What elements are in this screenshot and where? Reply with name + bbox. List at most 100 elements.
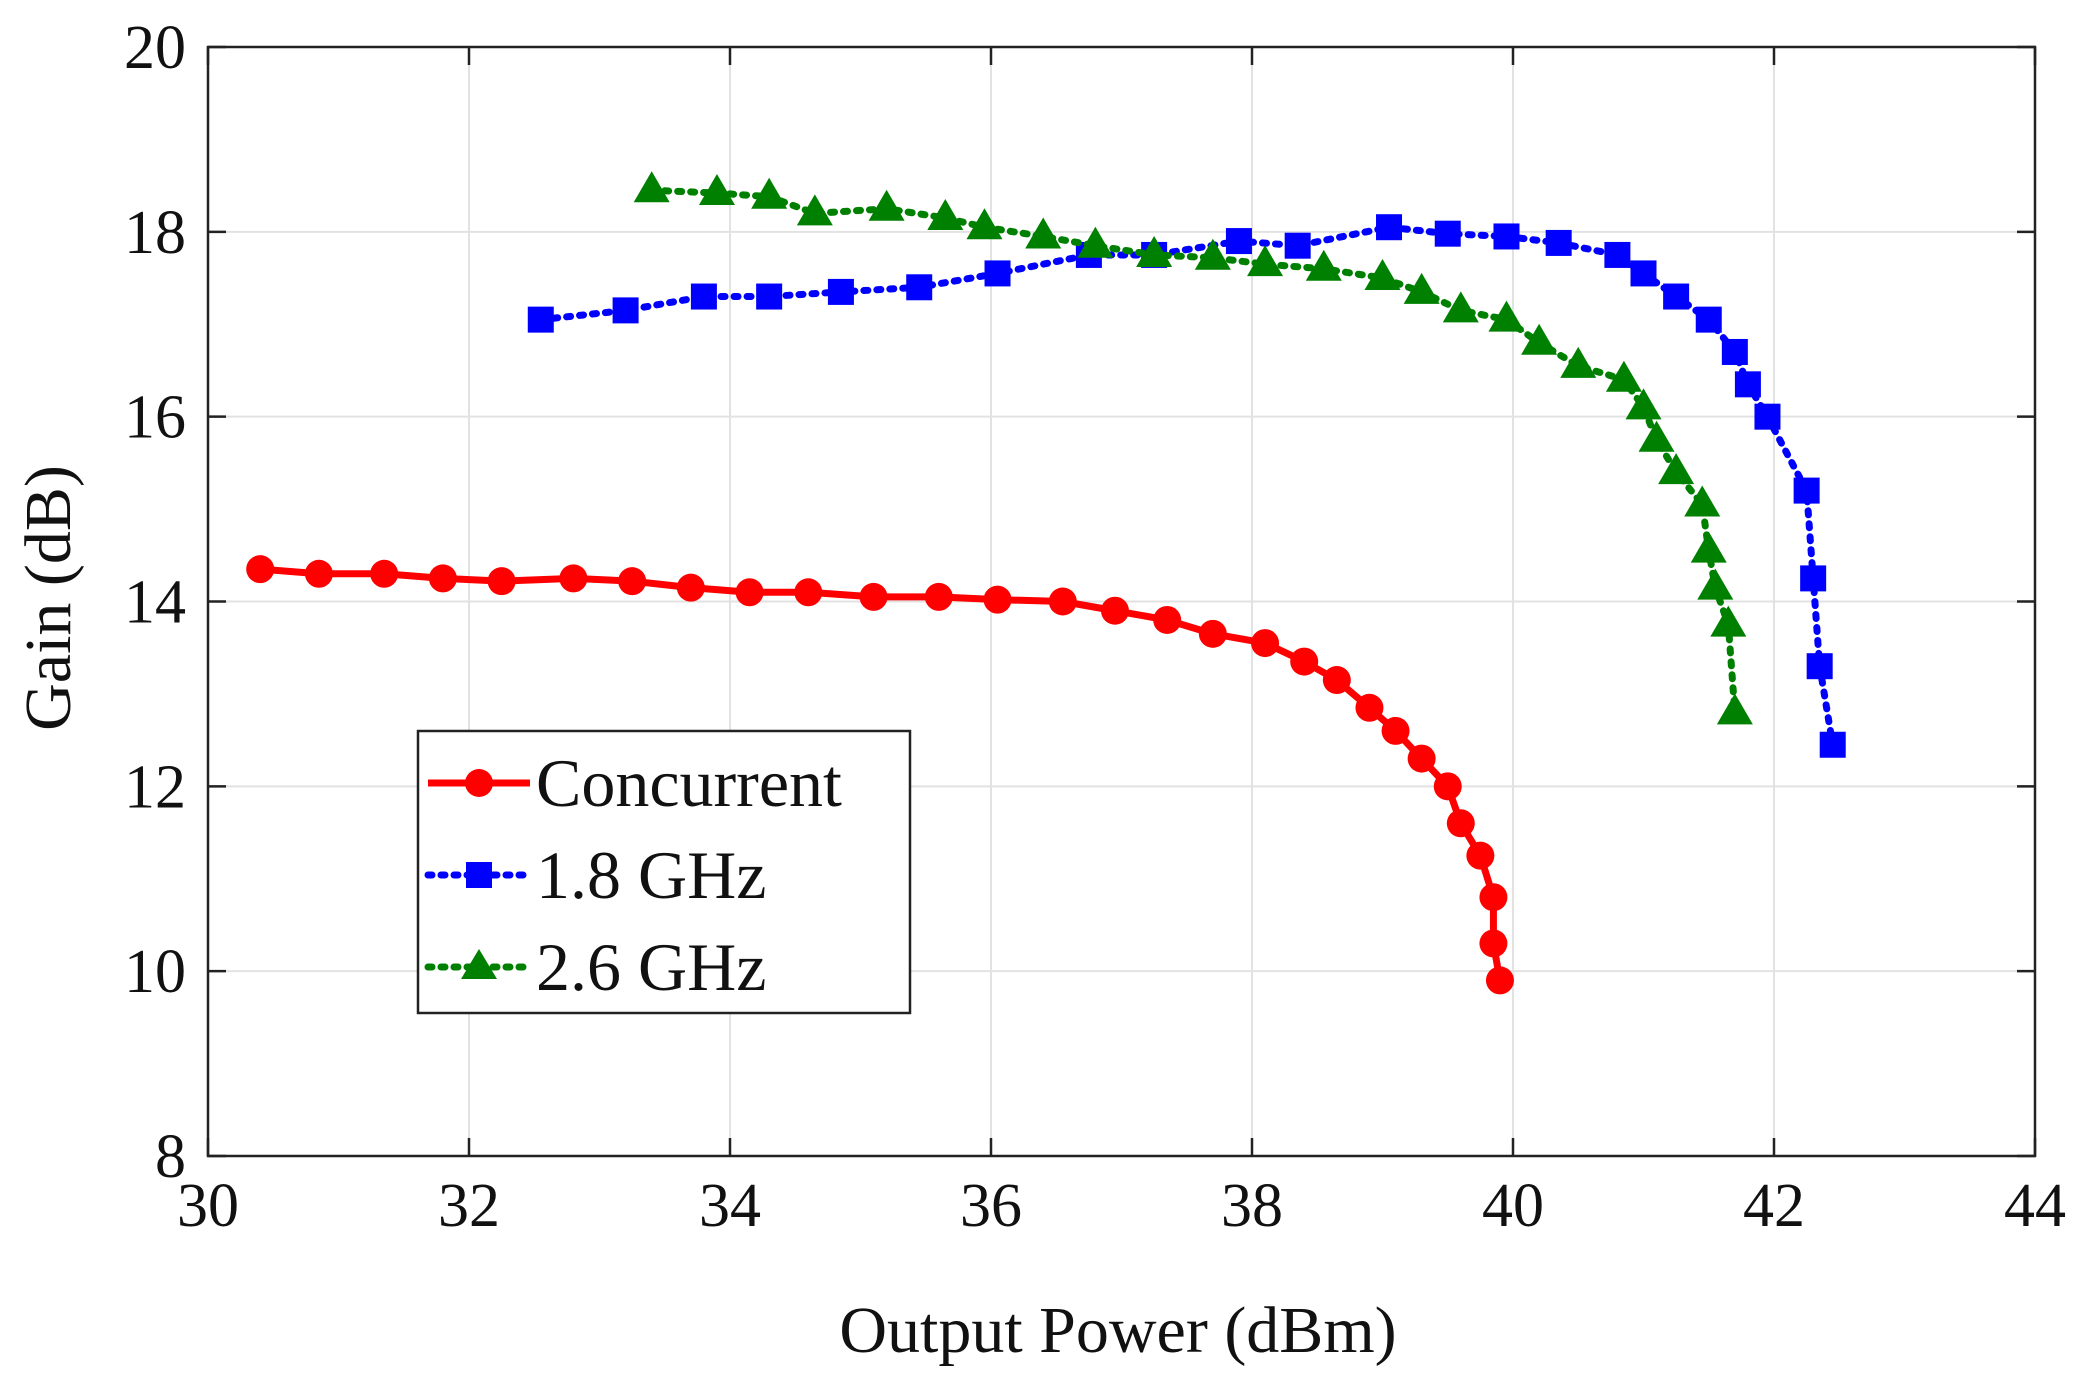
data-point-concurrent — [859, 582, 888, 611]
data-point-2-6-ghz — [1605, 360, 1642, 392]
data-point-2-6-ghz — [796, 194, 833, 226]
data-point-1-8-ghz — [1604, 241, 1631, 268]
data-point-2-6-ghz — [966, 208, 1003, 240]
x-tick-label: 38 — [1221, 1172, 1283, 1240]
data-point-2-6-ghz — [1136, 235, 1173, 267]
data-point-2-6-ghz — [1690, 531, 1727, 563]
x-tick-label: 42 — [1743, 1172, 1805, 1240]
y-axis-label: Gain (dB) — [12, 465, 85, 731]
data-point-1-8-ghz — [1434, 220, 1461, 247]
data-point-concurrent — [1251, 629, 1280, 658]
data-point-1-8-ghz — [1695, 306, 1722, 333]
legend-entry-concurrent: Concurrent — [428, 745, 842, 821]
y-tick-label: 10 — [124, 938, 186, 1006]
data-point-concurrent — [1198, 619, 1227, 648]
data-point-concurrent — [794, 578, 823, 607]
data-point-concurrent — [1100, 596, 1129, 625]
data-point-concurrent — [1479, 929, 1508, 958]
data-point-2-6-ghz — [1716, 693, 1753, 725]
x-tick-label: 30 — [177, 1172, 239, 1240]
data-point-2-6-ghz — [927, 198, 964, 230]
data-point-1-8-ghz — [1545, 229, 1572, 256]
data-point-2-6-ghz — [868, 189, 905, 221]
data-point-2-6-ghz — [1194, 238, 1231, 270]
data-point-concurrent — [1479, 883, 1508, 912]
legend-entry-2-6ghz: 2.6 GHz — [424, 929, 766, 1005]
data-point-2-6-ghz — [698, 174, 735, 206]
series-2-6-ghz — [633, 171, 1753, 725]
data-point-2-6-ghz — [1560, 346, 1597, 378]
x-tick-label: 32 — [438, 1172, 500, 1240]
y-tick-label: 12 — [124, 753, 186, 821]
data-point-1-8-ghz — [1376, 214, 1403, 241]
data-point-concurrent — [1466, 841, 1495, 870]
data-point-1-8-ghz — [1754, 403, 1781, 430]
data-point-concurrent — [1407, 744, 1436, 773]
data-point-concurrent — [1485, 966, 1514, 995]
data-point-1-8-ghz — [1734, 371, 1761, 398]
data-point-concurrent — [1355, 693, 1384, 722]
data-point-concurrent — [1381, 716, 1410, 745]
legend-marker-1-8ghz — [466, 862, 492, 888]
data-point-concurrent — [1048, 587, 1077, 616]
data-point-concurrent — [1446, 809, 1475, 838]
data-point-2-6-ghz — [633, 171, 670, 203]
data-point-2-6-ghz — [1077, 226, 1114, 258]
data-point-concurrent — [559, 564, 588, 593]
data-point-1-8-ghz — [1800, 565, 1827, 592]
series-line-2-6-ghz — [648, 186, 1739, 716]
series-concurrent — [246, 555, 1514, 995]
data-point-2-6-ghz — [1521, 323, 1558, 355]
data-point-1-8-ghz — [984, 260, 1011, 287]
legend-marker-concurrent — [465, 769, 493, 797]
legend-marker-2-6ghz — [461, 949, 497, 979]
x-tick-label: 34 — [699, 1172, 761, 1240]
data-point-2-6-ghz — [1658, 453, 1695, 485]
legend-label-2-6ghz: 2.6 GHz — [536, 929, 766, 1005]
data-point-2-6-ghz — [751, 177, 788, 209]
legend-entry-1-8ghz: 1.8 GHz — [424, 837, 766, 913]
data-point-concurrent — [618, 567, 647, 596]
y-tick-label: 18 — [124, 199, 186, 267]
data-point-concurrent — [983, 585, 1012, 614]
data-point-1-8-ghz — [906, 274, 933, 301]
x-tick-label: 40 — [1482, 1172, 1544, 1240]
data-point-1-8-ghz — [612, 297, 639, 324]
y-tick-label: 8 — [155, 1123, 186, 1191]
x-tick-label: 36 — [960, 1172, 1022, 1240]
data-point-2-6-ghz — [1364, 259, 1401, 291]
data-point-2-6-ghz — [1697, 568, 1734, 600]
data-point-2-6-ghz — [1305, 249, 1342, 281]
data-point-concurrent — [676, 573, 705, 602]
data-point-2-6-ghz — [1684, 485, 1721, 517]
data-point-concurrent — [304, 559, 333, 588]
x-tick-label: 44 — [2004, 1172, 2066, 1240]
data-point-1-8-ghz — [1493, 223, 1520, 250]
data-point-concurrent — [246, 555, 275, 584]
data-point-1-8-ghz — [1793, 477, 1820, 504]
data-point-1-8-ghz — [690, 283, 717, 310]
x-axis-label: Output Power (dBm) — [839, 1294, 1396, 1367]
data-point-1-8-ghz — [1819, 731, 1846, 758]
data-point-2-6-ghz — [1710, 605, 1747, 637]
data-point-1-8-ghz — [1663, 283, 1690, 310]
data-point-concurrent — [428, 564, 457, 593]
axis-ticks: 30 32 34 36 38 40 42 44 8 10 12 14 16 18 20 — [124, 14, 2066, 1240]
data-point-1-8-ghz — [1284, 232, 1311, 259]
data-point-concurrent — [924, 582, 953, 611]
data-point-2-6-ghz — [1442, 291, 1479, 323]
data-point-1-8-ghz — [1630, 260, 1657, 287]
data-point-1-8-ghz — [1806, 653, 1833, 680]
data-point-concurrent — [1153, 605, 1182, 634]
data-point-1-8-ghz — [1225, 228, 1252, 255]
data-point-2-6-ghz — [1025, 217, 1062, 249]
data-point-concurrent — [735, 578, 764, 607]
data-series — [246, 171, 1846, 995]
legend-label-concurrent: Concurrent — [536, 745, 842, 821]
legend-label-1-8ghz: 1.8 GHz — [536, 837, 766, 913]
data-point-concurrent — [1322, 666, 1351, 695]
y-tick-label: 14 — [124, 569, 186, 637]
y-tick-label: 20 — [124, 14, 186, 82]
data-point-concurrent — [1433, 772, 1462, 801]
